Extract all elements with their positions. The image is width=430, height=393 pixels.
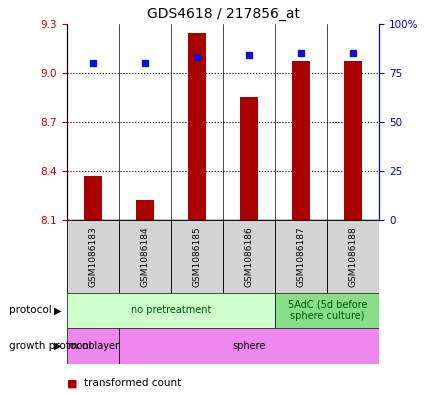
Text: GSM1086183: GSM1086183 [88, 226, 97, 287]
Bar [343, 61, 362, 220]
Text: no pretreatment: no pretreatment [130, 305, 211, 316]
Text: 5AdC (5d before
sphere culture): 5AdC (5d before sphere culture) [287, 300, 366, 321]
Bar [83, 176, 102, 220]
Text: monolayer: monolayer [67, 341, 119, 351]
Bar [292, 61, 310, 220]
FancyBboxPatch shape [119, 220, 171, 293]
FancyBboxPatch shape [326, 220, 378, 293]
Text: GSM1086188: GSM1086188 [348, 226, 357, 287]
FancyBboxPatch shape [171, 220, 223, 293]
Text: transformed count: transformed count [84, 378, 181, 388]
Text: growth protocol: growth protocol [9, 341, 91, 351]
Text: GSM1086185: GSM1086185 [192, 226, 201, 287]
FancyBboxPatch shape [274, 293, 378, 328]
Text: ▶: ▶ [54, 305, 62, 316]
FancyBboxPatch shape [223, 220, 274, 293]
FancyBboxPatch shape [67, 220, 119, 293]
Text: GSM1086186: GSM1086186 [244, 226, 253, 287]
Text: GSM1086187: GSM1086187 [296, 226, 305, 287]
Bar [135, 200, 154, 220]
FancyBboxPatch shape [67, 293, 274, 328]
Text: ▶: ▶ [54, 341, 62, 351]
FancyBboxPatch shape [67, 328, 119, 364]
FancyBboxPatch shape [274, 220, 326, 293]
FancyBboxPatch shape [119, 328, 378, 364]
Text: GSM1086184: GSM1086184 [140, 226, 149, 287]
Text: protocol: protocol [9, 305, 51, 316]
Title: GDS4618 / 217856_at: GDS4618 / 217856_at [146, 7, 299, 21]
Bar [240, 97, 258, 220]
Bar [187, 33, 206, 220]
Text: ■: ■ [67, 378, 77, 388]
Text: sphere: sphere [232, 341, 265, 351]
